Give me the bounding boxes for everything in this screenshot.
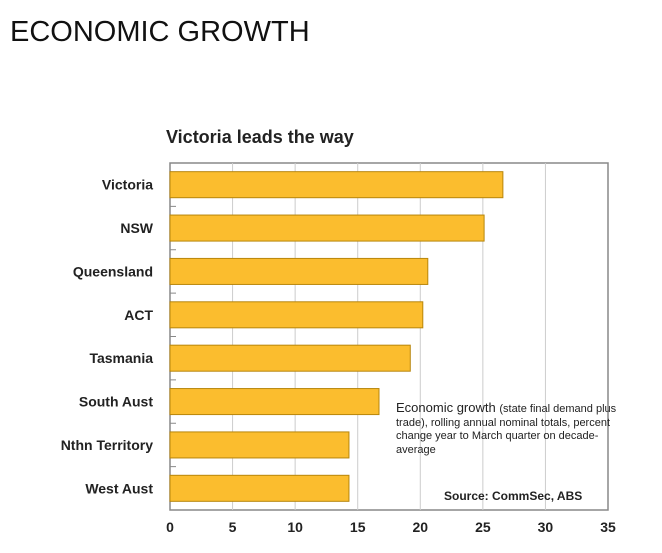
- chart-annotation: Economic growth (state final demand plus…: [396, 400, 626, 456]
- category-label: South Aust: [79, 394, 153, 410]
- annotation-detail: (state final demand plus trade), rolling…: [396, 403, 617, 456]
- bar-nsw: [169, 214, 485, 242]
- x-tick-label: 20: [412, 519, 428, 535]
- category-label: ACT: [124, 307, 153, 323]
- x-tick-label: 15: [350, 519, 366, 535]
- category-label: Victoria: [102, 177, 153, 193]
- annotation-lead: Economic growth: [396, 400, 496, 415]
- bar-queensland: [169, 257, 429, 285]
- bar-victoria: [169, 171, 504, 199]
- x-tick-label: 0: [166, 519, 174, 535]
- x-tick-label: 35: [600, 519, 616, 535]
- bar-tasmania: [169, 344, 411, 372]
- page-title: ECONOMIC GROWTH: [10, 16, 310, 48]
- bar-nthn-territory: [169, 431, 350, 459]
- source-note: Source: CommSec, ABS: [444, 489, 583, 503]
- category-label: Tasmania: [89, 350, 153, 366]
- category-label: Queensland: [73, 263, 153, 279]
- category-label: Nthn Territory: [61, 437, 154, 453]
- bar-act: [169, 301, 424, 329]
- x-tick-label: 10: [287, 519, 303, 535]
- x-tick-label: 30: [538, 519, 554, 535]
- chart-title: Victoria leads the way: [166, 127, 354, 147]
- x-tick-label: 25: [475, 519, 491, 535]
- bar-west-aust: [169, 474, 350, 502]
- category-label: NSW: [120, 220, 153, 236]
- bar-south-aust: [169, 388, 380, 416]
- x-tick-label: 5: [229, 519, 237, 535]
- category-label: West Aust: [85, 480, 153, 496]
